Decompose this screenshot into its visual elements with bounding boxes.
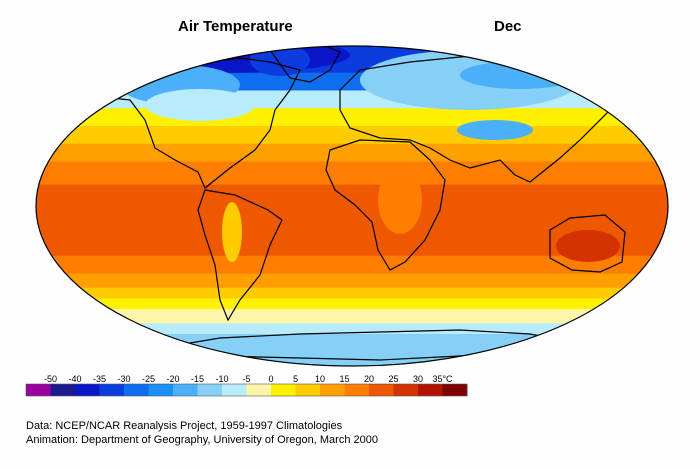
legend-swatch xyxy=(271,384,296,396)
andes-cool xyxy=(222,202,242,262)
legend-tick-label: 15 xyxy=(339,374,350,384)
globe-outline xyxy=(35,45,669,367)
legend-swatch xyxy=(75,384,100,396)
month-label: Dec xyxy=(494,18,522,35)
legend-swatches xyxy=(25,383,468,397)
legend-swatch xyxy=(173,384,198,396)
australia-outline xyxy=(549,214,626,273)
data-credit: Data: NCEP/NCAR Reanalysis Project, 1959… xyxy=(26,420,343,432)
legend-tick-label: 0 xyxy=(268,374,274,384)
legend-swatch xyxy=(246,384,272,396)
legend-tick-label: 25 xyxy=(388,374,399,384)
australia-hot xyxy=(556,230,620,262)
legend-swatch xyxy=(442,384,468,396)
temperature-band xyxy=(36,298,668,311)
temperature-band xyxy=(36,287,668,300)
legend-swatch xyxy=(124,384,149,396)
legend-swatch xyxy=(50,384,76,396)
legend-swatch xyxy=(418,384,443,396)
legend-swatch xyxy=(295,384,321,396)
legend-tick-label: 35°C xyxy=(432,374,453,384)
legend-swatch xyxy=(26,384,51,396)
africa-warm xyxy=(378,166,422,234)
legend-tick-label: -40 xyxy=(68,374,82,384)
legend-tick-label: 5 xyxy=(292,374,298,384)
legend-tick-label: 20 xyxy=(363,374,374,384)
tibet-cold xyxy=(457,120,533,140)
legend-swatch xyxy=(222,384,247,396)
temperature-band xyxy=(36,184,668,234)
legend-tick-label: -15 xyxy=(190,374,204,384)
map-title: Air Temperature xyxy=(178,18,293,35)
legend-tick-label: -20 xyxy=(166,374,180,384)
legend-tick-label: -30 xyxy=(117,374,131,384)
legend-swatch xyxy=(369,384,394,396)
legend-swatch xyxy=(344,384,370,396)
legend-swatch xyxy=(393,384,419,396)
legend-swatch xyxy=(99,384,125,396)
legend-tick-label: -50 xyxy=(43,374,57,384)
africa-outline xyxy=(325,139,446,271)
legend-swatch xyxy=(197,384,223,396)
north-america-cool xyxy=(145,89,255,121)
temperature-band xyxy=(36,309,668,325)
legend-tick-label: 30 xyxy=(412,374,423,384)
animation-credit: Animation: Department of Geography, Univ… xyxy=(26,434,378,446)
legend-tick-label: -10 xyxy=(215,374,229,384)
temperature-band xyxy=(36,273,668,289)
south-america-outline xyxy=(197,189,283,322)
legend-tick-label: -5 xyxy=(242,374,251,384)
temperature-band xyxy=(36,143,668,163)
legend-tick-label: -35 xyxy=(92,374,106,384)
legend-tick-label: -25 xyxy=(141,374,155,384)
temperature-band xyxy=(36,161,668,186)
legend-swatch xyxy=(148,384,174,396)
legend-tick-label: 10 xyxy=(314,374,325,384)
greenland-outline xyxy=(268,46,341,83)
temperature-band xyxy=(36,255,668,275)
legend-outline xyxy=(25,383,468,397)
legend-swatch xyxy=(320,384,345,396)
